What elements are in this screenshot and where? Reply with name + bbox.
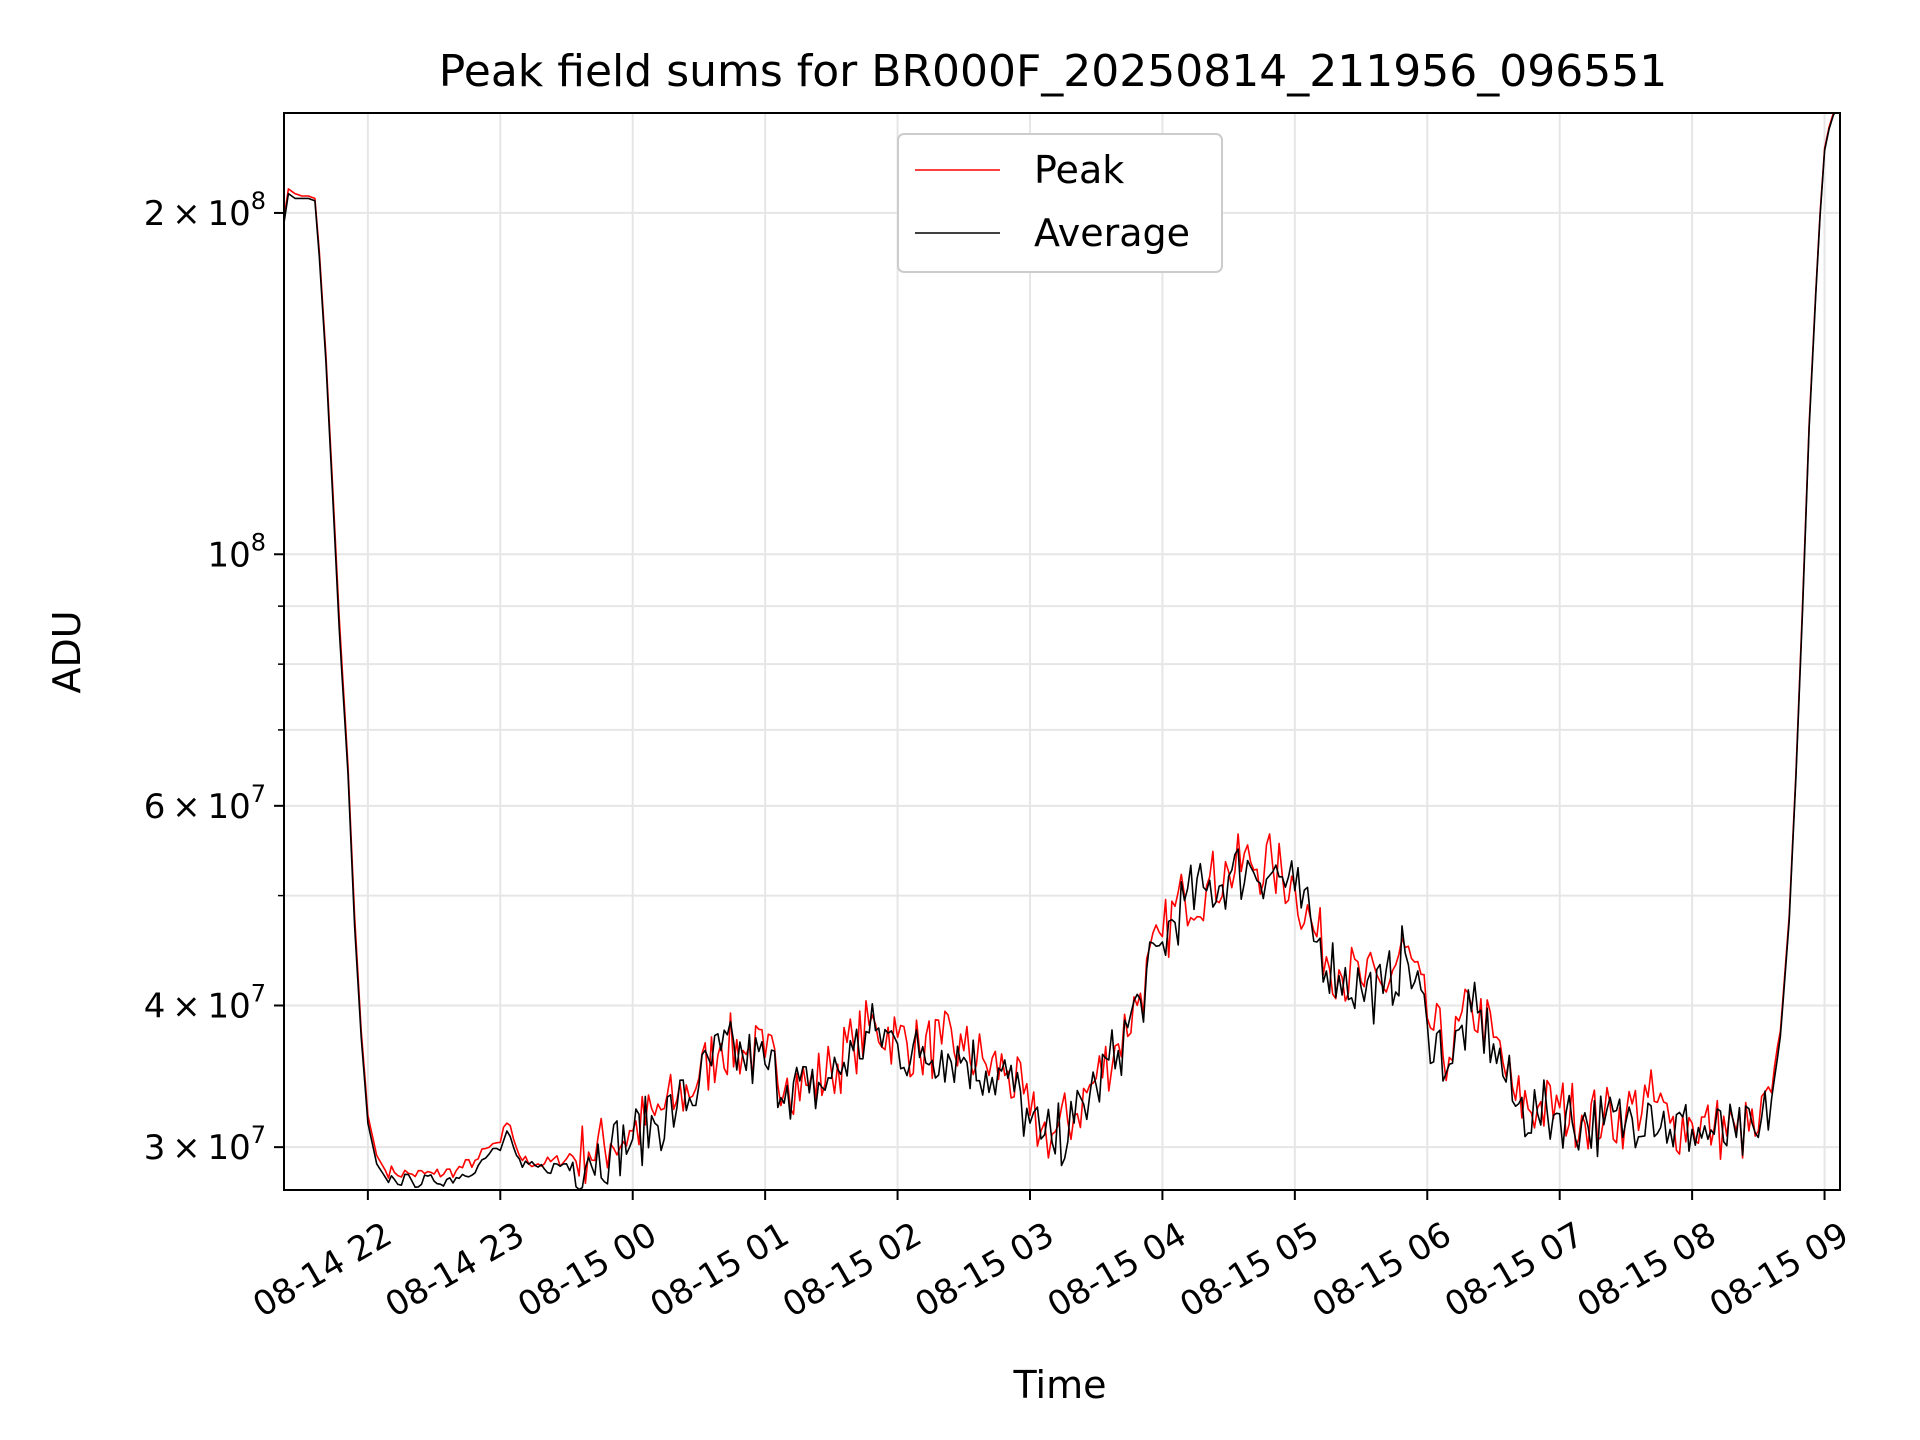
x-axis-label: Time bbox=[1013, 1363, 1107, 1407]
series-line-average bbox=[284, 113, 1836, 1190]
y-tick-label: 6 × 107 bbox=[144, 780, 266, 827]
legend-label-peak: Peak bbox=[1034, 148, 1124, 192]
legend-label-average: Average bbox=[1034, 211, 1190, 255]
y-tick-label: 2 × 108 bbox=[144, 187, 266, 234]
y-tick-label: 3 × 107 bbox=[144, 1121, 266, 1168]
y-tick-label: 4 × 107 bbox=[144, 979, 266, 1026]
y-axis-label: ADU bbox=[45, 610, 89, 693]
series-group bbox=[284, 113, 1836, 1190]
chart-title: Peak field sums for BR000F_20250814_2119… bbox=[439, 46, 1667, 97]
plot-area bbox=[284, 113, 1836, 1190]
legend-box bbox=[897, 133, 1223, 273]
grid-lines bbox=[284, 113, 1840, 1190]
y-tick-label: 108 bbox=[207, 528, 266, 575]
axes-frame bbox=[283, 112, 1841, 1191]
legend: Peak Average bbox=[897, 133, 1223, 273]
